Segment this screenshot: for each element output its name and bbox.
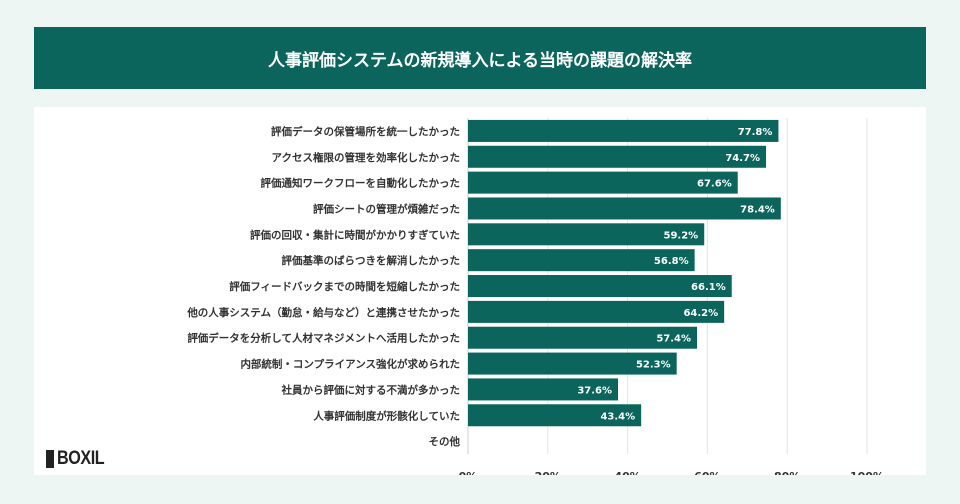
category-label: 他の人事システム（勤怠・給与など）と連携させたかった [186, 306, 460, 319]
data-label: 56.8% [654, 256, 689, 267]
category-label: 評価通知ワークフローを自動化したかった [261, 177, 461, 190]
boxil-logo: BOXIL [46, 448, 113, 470]
category-label: その他 [429, 435, 461, 448]
x-tick-label: 40% [614, 470, 640, 475]
data-label: 37.6% [577, 385, 612, 396]
data-label: 64.2% [683, 308, 718, 319]
category-label: 評価データの保管場所を統一したかった [271, 125, 460, 138]
data-label: 59.2% [664, 230, 699, 241]
bar [468, 249, 695, 272]
bar [468, 171, 738, 194]
chart-title-banner: 人事評価システムの新規導入による当時の課題の解決率 [34, 27, 926, 89]
data-label: 57.4% [656, 334, 691, 345]
x-tick-label: 20% [535, 470, 561, 475]
data-label: 78.4% [740, 204, 775, 215]
category-label: 評価フィードバックまでの時間を短縮したかった [229, 280, 460, 293]
data-label: 77.8% [738, 127, 773, 138]
category-label: 内部統制・コンプライアンス強化が求められた [240, 358, 460, 371]
bar [468, 223, 705, 246]
bar [468, 326, 698, 349]
category-label: 評価データを分析して人材マネジメントへ活用したかった [187, 332, 460, 345]
logo-text: BOXIL [57, 448, 105, 469]
bar [468, 352, 677, 375]
category-label: アクセス権限の管理を効率化したかった [272, 151, 460, 164]
bar [468, 119, 779, 142]
data-label: 67.6% [697, 179, 732, 190]
chart-panel: 0% 20% 40% 60% 80% 100% 評価データの保管場所を統一したかった 77.8… [34, 107, 926, 475]
bar [468, 378, 619, 401]
category-label: 評価の回収・集計に時間がかかりすぎていた [250, 228, 460, 241]
category-label: 評価シートの管理が煩雑だった [313, 202, 460, 215]
data-label: 66.1% [691, 282, 726, 293]
chart-title: 人事評価システムの新規導入による当時の課題の解決率 [268, 50, 692, 71]
logo-mark-icon [46, 450, 54, 468]
data-label: 74.7% [725, 153, 760, 164]
bar-chart: 0% 20% 40% 60% 80% 100% 評価データの保管場所を統一したかった 77.8… [186, 118, 884, 475]
x-tick-label: 80% [774, 470, 800, 475]
x-tick-label: 100% [850, 470, 884, 475]
bar [468, 275, 732, 298]
bar [468, 404, 642, 427]
x-tick-label: 0% [459, 470, 478, 475]
x-tick-label: 60% [694, 470, 720, 475]
category-label: 評価基準のばらつきを解消したかった [282, 254, 461, 267]
bar [468, 145, 767, 168]
data-label: 43.4% [600, 411, 635, 422]
category-label: 社員から評価に対する不満が多かった [281, 383, 461, 396]
bar [468, 197, 781, 220]
category-label: 人事評価制度が形骸化していた [313, 409, 460, 422]
data-label: 52.3% [636, 360, 671, 371]
bar [468, 300, 725, 323]
